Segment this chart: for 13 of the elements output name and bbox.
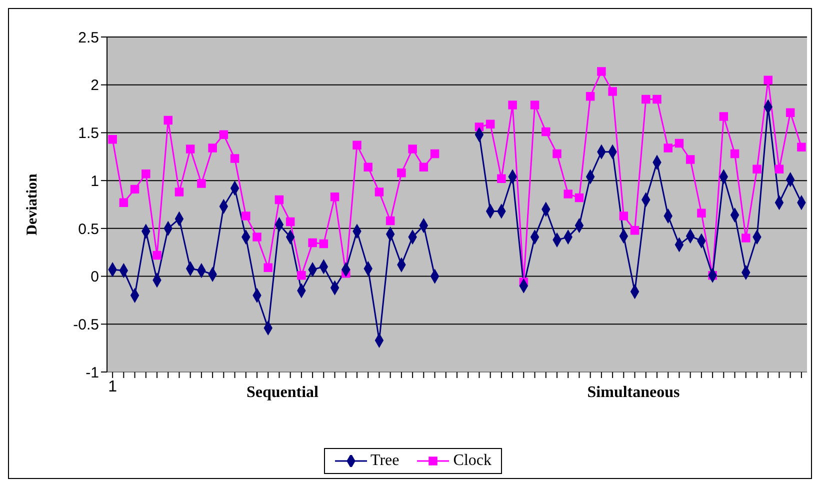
y-axis-title: Deviation [24,173,40,236]
text: Sequential [245,384,320,402]
y-tick-label: 2.5 [78,29,99,46]
y-tick-label: 0 [90,268,99,286]
y-tick-label: 1 [90,172,99,190]
y-tick-label: 0.5 [78,220,99,238]
legend-label: Tree [370,452,400,470]
y-tick-label: -0.5 [73,316,99,334]
y-tick-label: -1 [86,364,99,382]
y-tick-label: 1.5 [78,125,99,142]
legend-label: Clock [452,452,492,470]
y-tick-label: 2 [90,77,99,94]
text: Simultaneous [586,384,681,402]
